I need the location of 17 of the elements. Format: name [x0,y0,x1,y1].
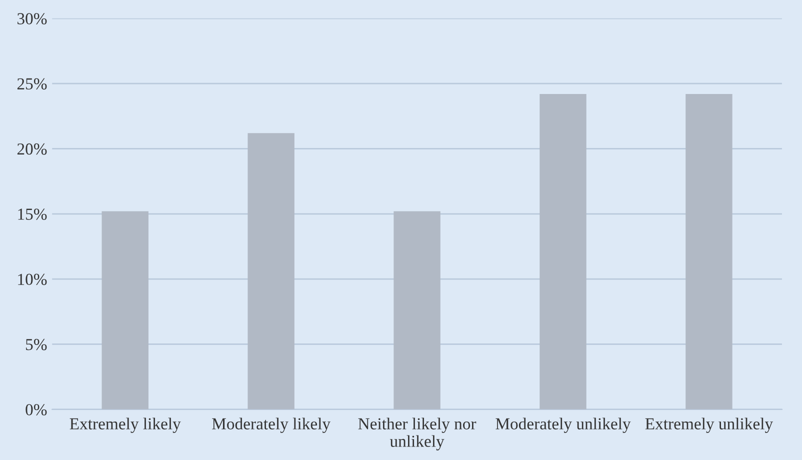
x-tick-label: Moderately likely [212,418,330,433]
x-tick-label: Neither likely nor unlikely [358,418,476,450]
x-tick-label: Extremely likely [70,418,181,433]
bar [394,211,440,410]
bar [686,94,732,410]
x-tick-label: Moderately unlikely [496,418,631,433]
bar [248,133,294,410]
y-tick-label: 15% [18,208,47,220]
y-tick-label: 25% [17,78,47,90]
y-tick-label: 20% [17,143,47,155]
y-tick-label: 5% [26,338,47,350]
bar [102,211,148,410]
y-tick-label: 30% [18,13,47,24]
y-tick-label: 10% [18,274,47,286]
y-tick-label: 0% [26,404,47,416]
bar [540,94,586,410]
x-tick-label: Extremely unlikely [645,418,774,433]
